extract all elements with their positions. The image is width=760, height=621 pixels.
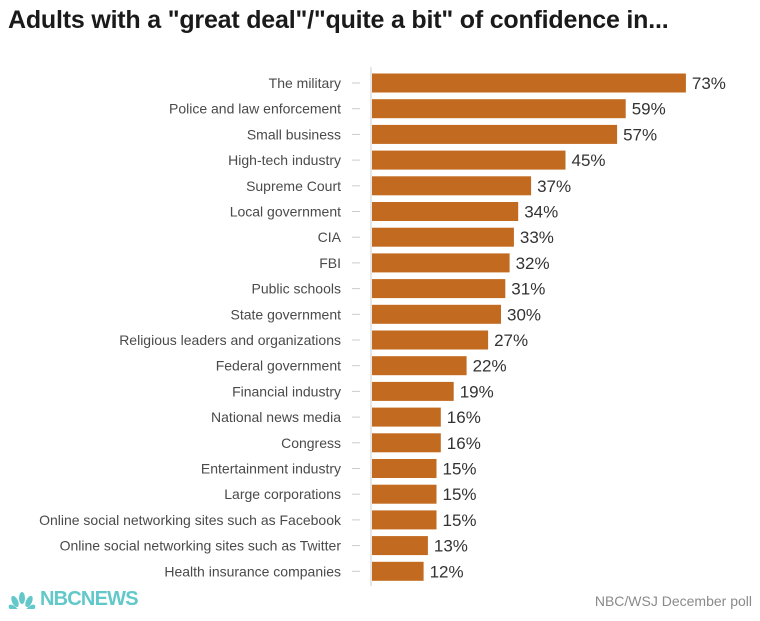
bar [372,356,467,376]
bar [372,227,514,247]
bar [372,124,618,144]
category-label: CIA [318,229,342,245]
bar [372,433,441,453]
category-label: Police and law enforcement [169,101,341,117]
bar [372,99,626,119]
nbc-news-logo: NBCNEWS [8,588,139,611]
bar [372,381,454,401]
bar [372,561,424,581]
category-label: The military [269,75,341,91]
bar [372,279,506,299]
value-label: 57% [623,125,657,144]
value-label: 15% [443,460,477,479]
category-label: Online social networking sites such as F… [39,512,342,528]
category-label: Entertainment industry [201,461,341,477]
peacock-icon [8,591,36,609]
value-label: 31% [511,280,545,299]
value-label: 27% [494,331,528,350]
value-label: 37% [537,177,571,196]
value-label: 34% [524,203,558,222]
category-label: Religious leaders and organizations [119,332,341,348]
value-label: 16% [447,434,481,453]
category-label: Health insurance companies [164,563,341,579]
logo-text: NBCNEWS [40,588,139,610]
bar [372,459,437,478]
category-label: Local government [230,204,341,220]
category-label: Federal government [216,358,341,374]
bar [372,202,519,221]
category-label: National news media [211,409,341,425]
category-label: State government [230,306,341,322]
category-label: Congress [281,435,341,451]
value-label: 30% [507,305,541,324]
category-label: Small business [247,126,341,142]
value-label: 12% [430,562,464,581]
source-note: NBC/WSJ December poll [594,593,752,609]
bar [372,176,532,196]
category-label: Large corporations [224,486,341,502]
value-label: 73% [692,74,726,93]
category-label: High-tech industry [228,152,341,168]
value-label: 45% [572,151,606,170]
value-label: 32% [516,254,550,273]
bar [372,73,686,93]
value-label: 15% [443,511,477,530]
value-label: 13% [434,537,468,556]
bar [372,407,441,427]
bar [372,330,489,350]
category-label: Financial industry [232,383,341,399]
bar [372,484,437,504]
category-label: Public schools [252,281,342,297]
bar [372,304,501,324]
category-label: Supreme Court [246,178,341,194]
value-label: 16% [447,408,481,427]
chart-title: Adults with a "great deal"/"quite a bit"… [8,6,669,34]
value-label: 33% [520,228,554,247]
bar [372,510,437,530]
value-label: 19% [460,382,494,401]
category-label: FBI [319,255,341,271]
category-label: Online social networking sites such as T… [60,538,342,554]
bar [372,253,510,273]
bar [372,150,566,170]
value-label: 15% [443,485,477,504]
value-label: 22% [473,357,507,376]
bar [372,536,428,556]
value-label: 59% [632,100,666,119]
